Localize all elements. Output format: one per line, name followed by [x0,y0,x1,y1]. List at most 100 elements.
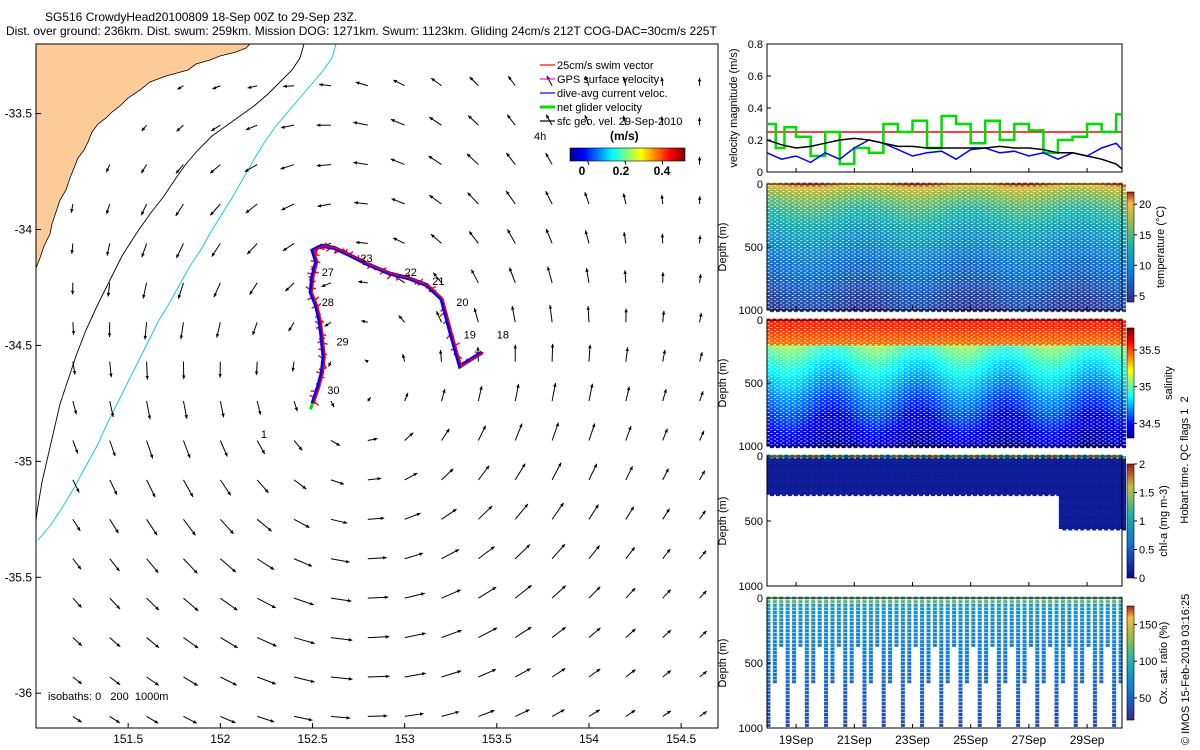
profile-sample [966,286,971,290]
profile-sample [1122,244,1127,248]
profile-sample [1014,225,1019,229]
profile-sample [1052,280,1057,284]
profile-sample [877,237,882,241]
profile-sample [1092,278,1097,282]
profile-sample [814,265,819,269]
profile-sample [1088,227,1093,231]
profile-sample [996,199,1001,203]
profile-sample [1104,241,1109,245]
profile-sample [796,273,801,277]
profile-sample [909,216,914,220]
profile-sample [1058,299,1063,303]
profile-sample [766,265,771,269]
profile-sample [1104,267,1109,271]
profile-sample [808,265,813,269]
profile-sample [895,271,900,275]
profile-sample [1110,294,1115,298]
profile-sample [877,207,882,211]
profile-sample [781,294,786,298]
profile-sample [781,248,786,252]
profile-sample [787,229,792,233]
profile-sample [1002,188,1007,192]
profile-sample [883,278,888,282]
profile-sample [1032,305,1037,309]
profile-sample [915,224,920,228]
profile-sample [1076,250,1081,254]
map-x-tick-label: 154 [579,732,599,746]
profile-sample [939,269,944,273]
profile-sample [799,210,804,214]
profile-sample [921,288,926,292]
profile-sample [1008,214,1013,218]
profile-sample [835,229,840,233]
profile-sample [972,259,977,263]
profile-sample [927,201,932,205]
profile-sample [1074,203,1079,207]
profile-sample [841,237,846,241]
profile-sample [1068,305,1073,309]
profile-sample [799,188,804,192]
profile-sample [790,224,795,228]
profile-sample [999,193,1004,197]
profile-sample [1032,241,1037,245]
sfc-velocity-arrowhead [328,362,332,367]
profile-sample [990,259,995,263]
profile-sample [847,229,852,233]
profile-sample [975,190,980,194]
profile-sample [769,252,774,256]
profile-sample [855,242,860,246]
profile-sample [781,229,786,233]
sfc-velocity-arrowhead [361,319,366,324]
profile-sample [766,356,771,360]
profile-sample [781,233,786,237]
profile-sample [1104,282,1109,286]
profile-sample [927,216,932,220]
profile-sample [915,277,920,280]
profile-sample [1116,244,1121,248]
profile-sample [993,277,998,280]
profile-sample [865,256,870,260]
profile-sample [1094,216,1099,220]
profile-sample [990,218,995,222]
profile-sample [808,208,813,212]
profile-sample [1112,224,1117,228]
profile-sample [903,235,908,239]
profile-sample [981,186,986,190]
profile-sample [838,299,843,303]
profile-sample [1011,197,1016,201]
profile-sample [850,205,855,209]
sfc-velocity-arrow [367,675,390,678]
profile-sample [907,282,912,286]
profile-sample [805,191,810,195]
profile-sample [925,195,930,199]
profile-sample [885,303,890,307]
profile-sample [996,184,1001,188]
profile-sample [913,207,918,211]
sfc-velocity-arrowhead [473,308,477,312]
profile-sample [1104,184,1109,188]
profile-sample [1112,239,1117,243]
profile-sample [901,233,906,237]
profile-sample [1017,242,1022,246]
profile-sample [927,299,932,303]
profile-sample [909,261,914,265]
sfc-velocity-arrowhead [147,415,152,420]
profile-sample [1080,188,1085,192]
profile-sample [1116,222,1121,226]
profile-sample [775,282,780,286]
profile-sample [766,224,771,228]
profile-sample [939,227,944,231]
profile-sample [913,259,918,263]
profile-sample [909,258,914,262]
profile-sample [913,301,918,305]
profile-sample [787,282,792,286]
profile-sample [823,267,828,271]
profile-sample [1008,229,1013,233]
profile-sample [1110,286,1115,290]
profile-sample [919,237,924,241]
profile-sample [901,248,906,252]
glider-track [305,242,484,410]
profile-sample [766,205,771,209]
profile-sample [948,252,953,256]
profile-sample [877,305,882,309]
